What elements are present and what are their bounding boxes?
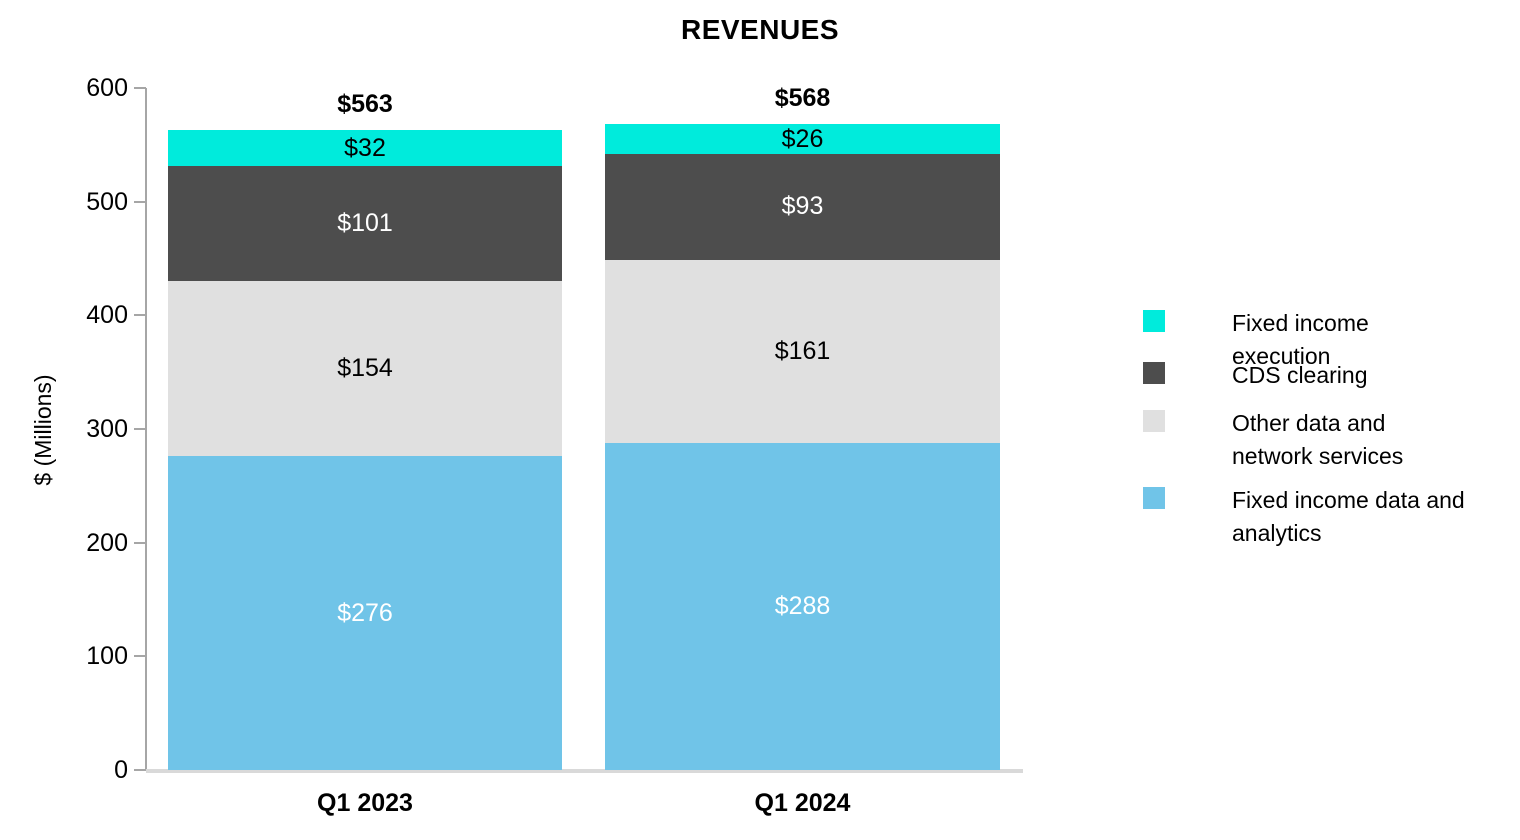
bar-segment: $32 (168, 130, 562, 167)
y-tick-label: 600 (86, 74, 128, 102)
y-tick-label: 100 (86, 642, 128, 671)
y-tick-mark (134, 87, 146, 89)
y-tick-label: 300 (86, 415, 128, 443)
bar-segment: $154 (168, 281, 562, 457)
legend-swatch (1143, 362, 1165, 384)
bar-segment: $161 (605, 259, 1000, 443)
legend-label: Fixed income execution (1232, 310, 1369, 369)
bar-segment: $101 (168, 166, 562, 282)
y-tick-mark (134, 769, 146, 771)
bar-segment: $93 (605, 153, 1000, 260)
segment-value-label: $32 (344, 133, 386, 162)
y-tick-mark (134, 314, 146, 317)
segment-value-label: $101 (337, 209, 393, 238)
segment-value-label: $154 (337, 354, 393, 383)
y-tick-label: 0 (114, 756, 128, 784)
segment-value-label: $161 (774, 336, 831, 365)
legend-label: Other data and network services (1232, 410, 1404, 469)
y-axis-title: $ (Millions) (30, 374, 56, 486)
y-tick-label: 200 (86, 528, 128, 557)
bar-segment: $288 (605, 442, 1000, 770)
y-tick-mark (134, 200, 146, 203)
segment-value-label: $276 (337, 598, 393, 627)
x-category-label: Q1 2024 (754, 789, 851, 817)
legend-label: CDS clearing (1232, 362, 1368, 388)
x-category-label: Q1 2023 (317, 789, 413, 817)
legend-label: Fixed income data and analytics (1232, 487, 1465, 546)
segment-value-label: $93 (781, 192, 824, 221)
y-tick-mark (134, 541, 146, 544)
y-tick-mark (134, 428, 146, 430)
y-tick-label: 400 (86, 301, 128, 330)
y-tick-mark (134, 655, 146, 658)
y-axis-line (145, 88, 147, 770)
bar-total-label: $563 (337, 90, 393, 119)
legend: Fixed income execution CDS clearing Other … (1143, 0, 1483, 840)
legend-swatch (1143, 410, 1165, 432)
segment-value-label: $26 (781, 124, 824, 153)
x-axis-line (146, 769, 1023, 773)
bar-segment: $26 (605, 124, 1000, 154)
chart-title: REVENUES (680, 14, 840, 45)
bar-total-label: $568 (774, 84, 831, 113)
bar-segment: $276 (168, 456, 562, 770)
legend-swatch (1143, 310, 1165, 332)
segment-value-label: $288 (774, 591, 831, 620)
y-tick-label: 500 (86, 187, 128, 216)
legend-swatch (1143, 487, 1165, 509)
